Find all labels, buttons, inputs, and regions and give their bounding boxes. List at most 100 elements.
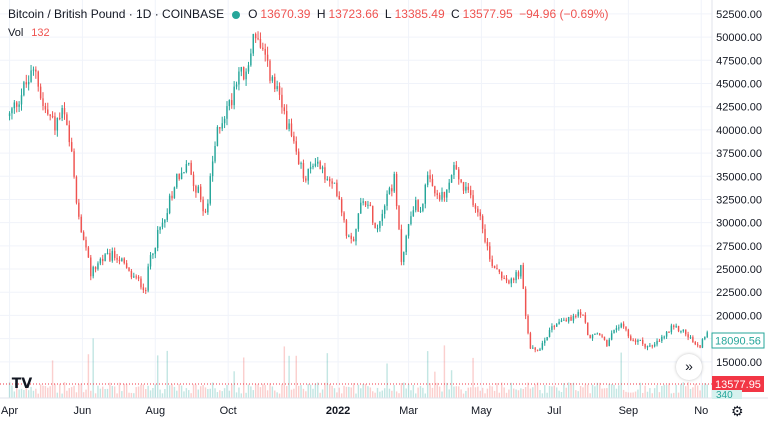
candle-body: [558, 321, 560, 325]
volume-bar: [527, 382, 529, 398]
candle-body: [630, 336, 632, 340]
candle-body: [221, 123, 223, 129]
candle-body: [627, 329, 630, 337]
candle-body: [670, 325, 673, 333]
volume-bar: [302, 388, 305, 398]
volume-bar: [51, 360, 54, 398]
volume-bar: [85, 389, 87, 398]
candle-body: [383, 205, 386, 214]
candle-body: [474, 205, 477, 209]
candle-body: [156, 229, 159, 248]
volume-bar: [357, 384, 360, 398]
volume-bar: [496, 383, 498, 398]
volume-bar: [18, 389, 20, 398]
candle-body: [264, 49, 266, 55]
volume-bar: [572, 382, 575, 398]
candle-body: [536, 349, 539, 351]
candle-body: [527, 315, 529, 334]
volume-bar: [410, 390, 412, 398]
candle-body: [59, 117, 61, 119]
volume-bar: [159, 389, 161, 398]
scroll-to-realtime-button[interactable]: »: [676, 354, 702, 380]
volume-bar: [247, 384, 250, 398]
y-tick-label: 22500.00: [716, 287, 762, 299]
volume-bar: [455, 386, 458, 398]
candle-body: [68, 125, 71, 143]
candle-body: [111, 251, 114, 261]
volume-bar: [219, 390, 221, 398]
tradingview-logo-icon[interactable]: TV: [11, 376, 33, 392]
price-axis[interactable]: 15000.0017500.0020000.0022500.0025000.00…: [716, 9, 762, 369]
volume-bar: [548, 385, 551, 398]
volume-bar: [424, 393, 427, 398]
candle-body: [520, 265, 522, 277]
volume-bar: [682, 382, 685, 398]
candle-body: [350, 235, 352, 240]
volume-bar: [503, 387, 505, 398]
volume-bar: [364, 383, 367, 398]
volume-bar: [529, 388, 532, 398]
volume-bar: [422, 387, 424, 398]
volume-bar: [235, 392, 238, 398]
candle-body: [522, 265, 524, 289]
volume-bar: [658, 392, 661, 398]
candle-body: [142, 287, 145, 291]
candle-body: [625, 326, 627, 330]
candle-body: [56, 117, 59, 131]
volume-bar: [587, 384, 589, 398]
volume-bar: [706, 384, 708, 398]
candle-body: [195, 186, 197, 193]
candle-body: [644, 343, 646, 348]
candle-body: [532, 347, 534, 349]
volume-bar: [661, 386, 663, 398]
candle-body: [269, 60, 271, 81]
open-value: 13670.39: [260, 7, 311, 21]
candle-body: [145, 290, 147, 292]
volume-label[interactable]: Vol: [8, 27, 24, 39]
time-axis[interactable]: Apr Jun Aug Oct 2022 Mar May Jul Sep No: [1, 405, 708, 417]
volume-bar: [180, 385, 183, 398]
y-tick-label: 42500.00: [716, 102, 762, 114]
volume-bar: [44, 386, 47, 398]
candle-body: [149, 255, 152, 267]
candle-body: [591, 334, 594, 339]
candle-body: [147, 266, 149, 291]
volume-bar: [8, 382, 11, 398]
volume-bar: [524, 387, 527, 398]
gear-icon[interactable]: ⚙: [731, 403, 744, 419]
volume-bar: [634, 391, 637, 398]
volume-bar: [166, 350, 168, 398]
candle-body: [231, 100, 233, 106]
volume-bar: [82, 392, 85, 398]
candle-body: [673, 325, 675, 327]
candle-body: [598, 333, 601, 336]
volume-bar: [641, 392, 644, 398]
volume-bar: [281, 384, 283, 398]
candle-body: [13, 102, 16, 109]
candle-body: [188, 162, 190, 165]
volume-bar: [610, 384, 613, 398]
y-tick-label: 50000.00: [716, 32, 762, 44]
volume-bar: [448, 389, 450, 398]
candle-body: [634, 340, 637, 343]
candle-body: [575, 315, 577, 317]
candle-body: [116, 257, 118, 260]
candle-body: [343, 212, 345, 221]
volume-bar: [591, 384, 594, 398]
candle-body: [226, 106, 228, 119]
volume-bar: [668, 383, 670, 398]
candle-body: [701, 339, 704, 348]
symbol-title[interactable]: Bitcoin / British Pound · 1D · COINBASE: [8, 7, 225, 21]
candle-body: [388, 188, 391, 194]
candle-body: [448, 182, 450, 190]
x-tick-label: No: [694, 405, 708, 417]
candle-body: [82, 232, 85, 240]
candle-body: [692, 337, 694, 343]
volume-bar: [297, 385, 300, 398]
volume-bar: [458, 386, 460, 398]
volume-bar: [501, 382, 503, 398]
candle-body: [271, 76, 274, 81]
volume-bar: [336, 392, 338, 398]
